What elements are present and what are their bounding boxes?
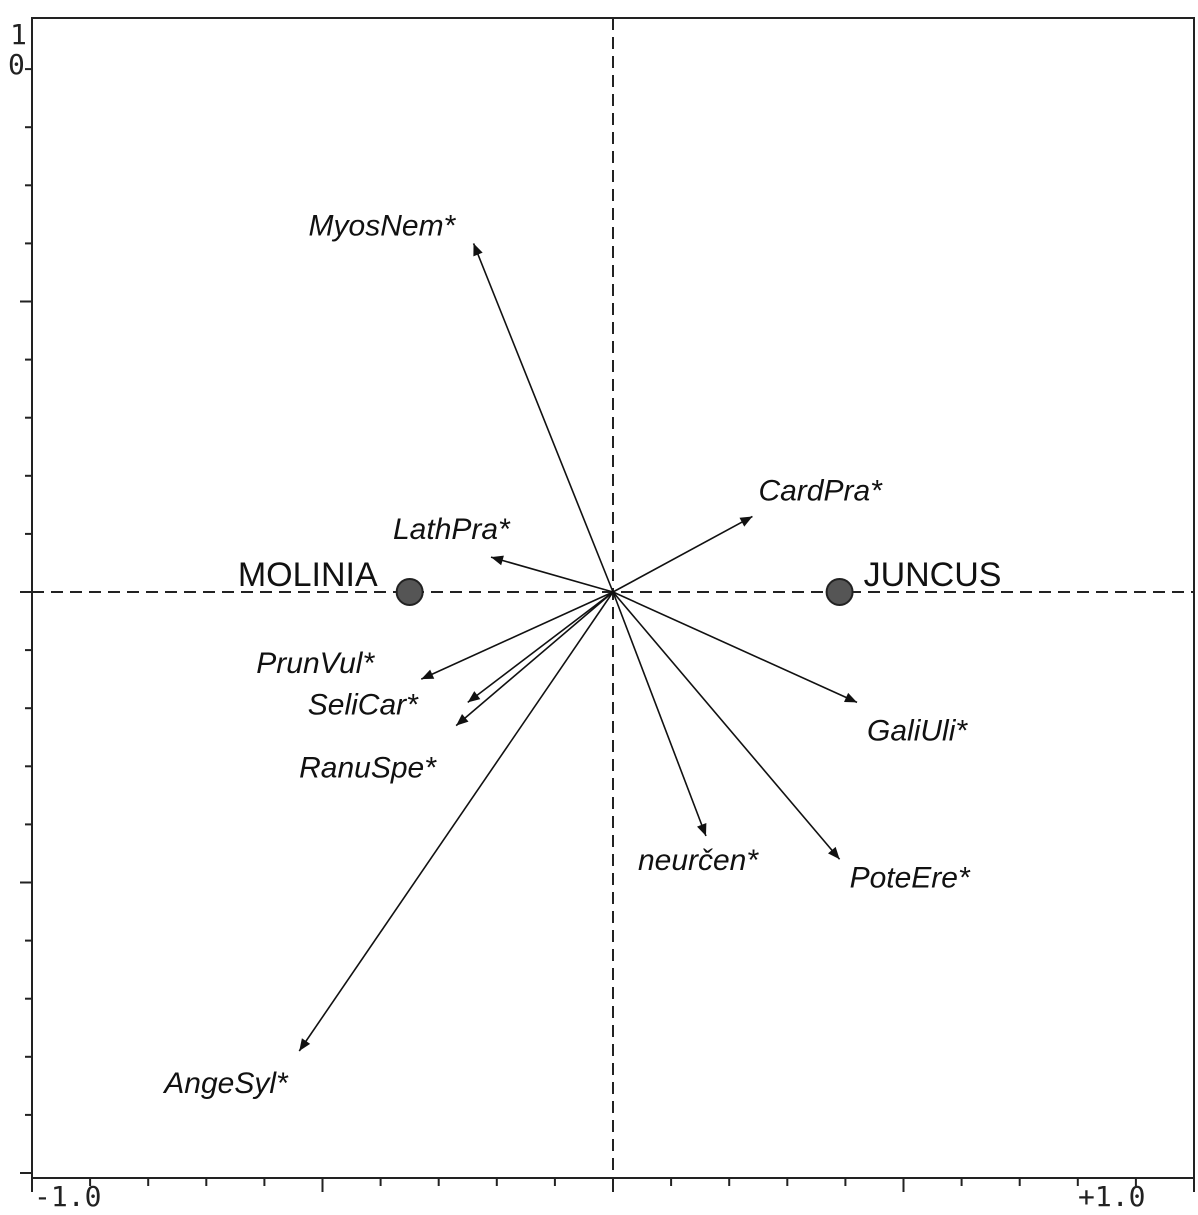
arrow-myosnem-label: MyosNem* [309,209,457,242]
arrow-poteere-head [828,846,840,860]
arrow-galiuli-label: GaliUli* [867,714,968,747]
arrow-lathpra-line [490,556,614,593]
x-tick-label-min: -1.0 [34,1180,101,1213]
arrow-cardpra-line [612,515,753,593]
arrow-ranuspe-head [456,714,469,726]
centroid-juncus-marker [825,578,854,606]
arrow-cardpra-head [739,516,753,527]
arrow-galiuli-line [612,591,858,704]
arrow-neur-en-line [612,591,707,837]
arrow-poteere-line [612,591,841,860]
axis-ticks [20,68,1195,1192]
group-centroids: MOLINIA JUNCUS [238,556,1002,606]
arrow-selicar-line [467,591,614,704]
arrow-neur-en-label: neurčen* [638,844,759,877]
arrow-neur-en-head [697,823,707,837]
arrow-prunvul-head [421,669,435,680]
arrow-galiuli-head [844,692,858,703]
centroid-molinia-marker [395,578,424,606]
arrow-myosnem-line [472,243,614,593]
y-tick-label-top: 1 [10,18,27,51]
arrow-prunvul-line [420,591,614,680]
arrow-ranuspe-line [455,591,614,727]
species-arrows: MyosNem* CardPra* LathPra* PrunVul* SeliCar*… [162,209,971,1100]
arrow-lathpra-head [490,555,504,566]
arrow-lathpra-label: LathPra* [393,513,511,546]
centroid-molinia-label: MOLINIA [238,556,378,594]
arrow-poteere-label: PoteEre* [850,861,971,894]
arrow-angesyl-head [299,1038,311,1051]
x-tick-label-max: +1.0 [1078,1180,1145,1213]
y-tick-label-zero: 0 [8,48,25,81]
arrow-prunvul-label: PrunVul* [256,647,375,680]
arrow-selicar-head [467,691,481,703]
arrow-cardpra-label: CardPra* [758,474,883,507]
arrow-angesyl-line [298,591,614,1052]
arrow-selicar-label: SeliCar* [308,688,419,721]
arrow-myosnem-head [473,243,483,257]
arrow-angesyl-label: AngeSyl* [162,1067,289,1100]
arrow-ranuspe-label: RanuSpe* [299,752,437,785]
centroid-juncus-label: JUNCUS [864,556,1002,594]
